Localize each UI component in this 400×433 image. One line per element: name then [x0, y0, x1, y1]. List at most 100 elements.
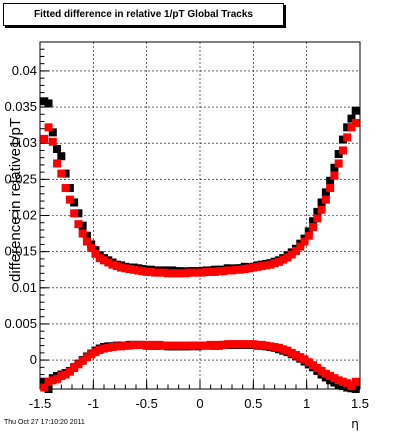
data-point: [172, 341, 181, 350]
data-point: [193, 341, 202, 350]
data-point: [317, 366, 326, 375]
data-point: [125, 341, 134, 350]
x-axis-label: η: [351, 417, 359, 431]
data-point: [228, 266, 236, 275]
data-point: [300, 237, 309, 246]
data-point: [61, 169, 70, 178]
data-point: [95, 345, 104, 354]
data-point: [134, 340, 143, 349]
data-point: [78, 221, 87, 230]
data-point: [300, 355, 309, 364]
data-point: [198, 268, 207, 277]
data-point: [249, 263, 258, 272]
data-point: [321, 195, 330, 204]
data-point: [142, 267, 151, 276]
data-point: [87, 244, 96, 253]
data-point: [142, 340, 151, 349]
data-point: [313, 214, 322, 223]
data-point: [74, 209, 83, 218]
data-point: [65, 367, 74, 376]
title-box: Fitted difference in relative 1/pT Globa…: [3, 3, 284, 26]
data-point: [40, 377, 49, 386]
data-point: [270, 259, 279, 268]
data-point: [44, 385, 53, 393]
data-point: [270, 343, 279, 352]
data-point: [338, 377, 347, 386]
data-point: [138, 267, 147, 276]
data-point: [266, 342, 275, 351]
data-point: [206, 267, 215, 276]
data-point: [44, 99, 53, 108]
data-point: [334, 150, 343, 159]
data-point: [223, 266, 232, 275]
data-point: [95, 254, 104, 263]
data-point: [351, 385, 360, 393]
data-point: [198, 341, 207, 350]
data-point: [210, 267, 219, 276]
data-point: [193, 268, 202, 277]
data-point: [48, 128, 57, 137]
data-point: [159, 341, 168, 350]
data-point: [317, 205, 326, 214]
data-point: [321, 369, 330, 378]
x-tick-label: 0: [196, 396, 203, 411]
data-point: [44, 123, 53, 132]
data-point: [219, 340, 228, 349]
data-point: [257, 262, 266, 271]
data-point: [343, 383, 352, 392]
data-point: [82, 353, 91, 362]
x-tick-label: -1.5: [29, 396, 51, 411]
data-point: [236, 265, 245, 274]
data-point: [146, 340, 155, 349]
data-point: [313, 207, 322, 216]
data-point: [279, 255, 288, 264]
data-point: [176, 341, 185, 350]
data-point: [338, 146, 347, 155]
data-point: [57, 169, 66, 178]
data-point: [53, 374, 62, 383]
data-point: [253, 262, 262, 271]
data-point: [168, 269, 177, 278]
data-point: [309, 217, 318, 226]
data-point: [146, 267, 155, 276]
data-point: [206, 340, 215, 349]
data-point: [65, 184, 74, 193]
data-point: [287, 250, 296, 259]
data-point: [121, 264, 130, 273]
timestamp-label: Thu Oct 27 17:10:20 2011: [4, 419, 85, 426]
data-point: [108, 343, 117, 352]
data-point: [155, 340, 164, 349]
data-point: [168, 341, 177, 350]
axis-layer: -1.5 -1 -0.5 0 0.5 1 1.5 0 0.005 0.01 0.015 0.02 0.0…: [4, 48, 369, 411]
data-point: [283, 253, 292, 262]
data-point: [321, 188, 330, 197]
data-point: [112, 342, 121, 351]
data-point: [40, 97, 49, 106]
data-point: [351, 377, 360, 386]
data-point: [159, 268, 168, 277]
data-point: [91, 249, 100, 258]
data-point: [266, 260, 275, 269]
x-tick-label: 0.5: [244, 396, 262, 411]
y-tick-label: 0.03: [12, 135, 37, 150]
data-point: [334, 380, 343, 389]
data-point: [44, 377, 53, 386]
marker-layer: [40, 97, 360, 393]
data-point: [61, 370, 70, 379]
data-point: [236, 340, 245, 349]
data-point: [61, 184, 70, 193]
data-point: [210, 340, 219, 349]
data-point: [326, 376, 335, 385]
data-point: [155, 268, 164, 277]
data-point: [347, 382, 356, 391]
chart-title: Fitted difference in relative 1/pT Globa…: [34, 9, 253, 20]
data-point: [304, 231, 313, 240]
data-point: [100, 256, 108, 265]
data-point: [245, 264, 254, 273]
data-point: [151, 340, 160, 349]
data-point: [181, 341, 190, 350]
data-point: [223, 340, 232, 349]
data-point: [176, 269, 185, 278]
data-point: [117, 342, 126, 351]
